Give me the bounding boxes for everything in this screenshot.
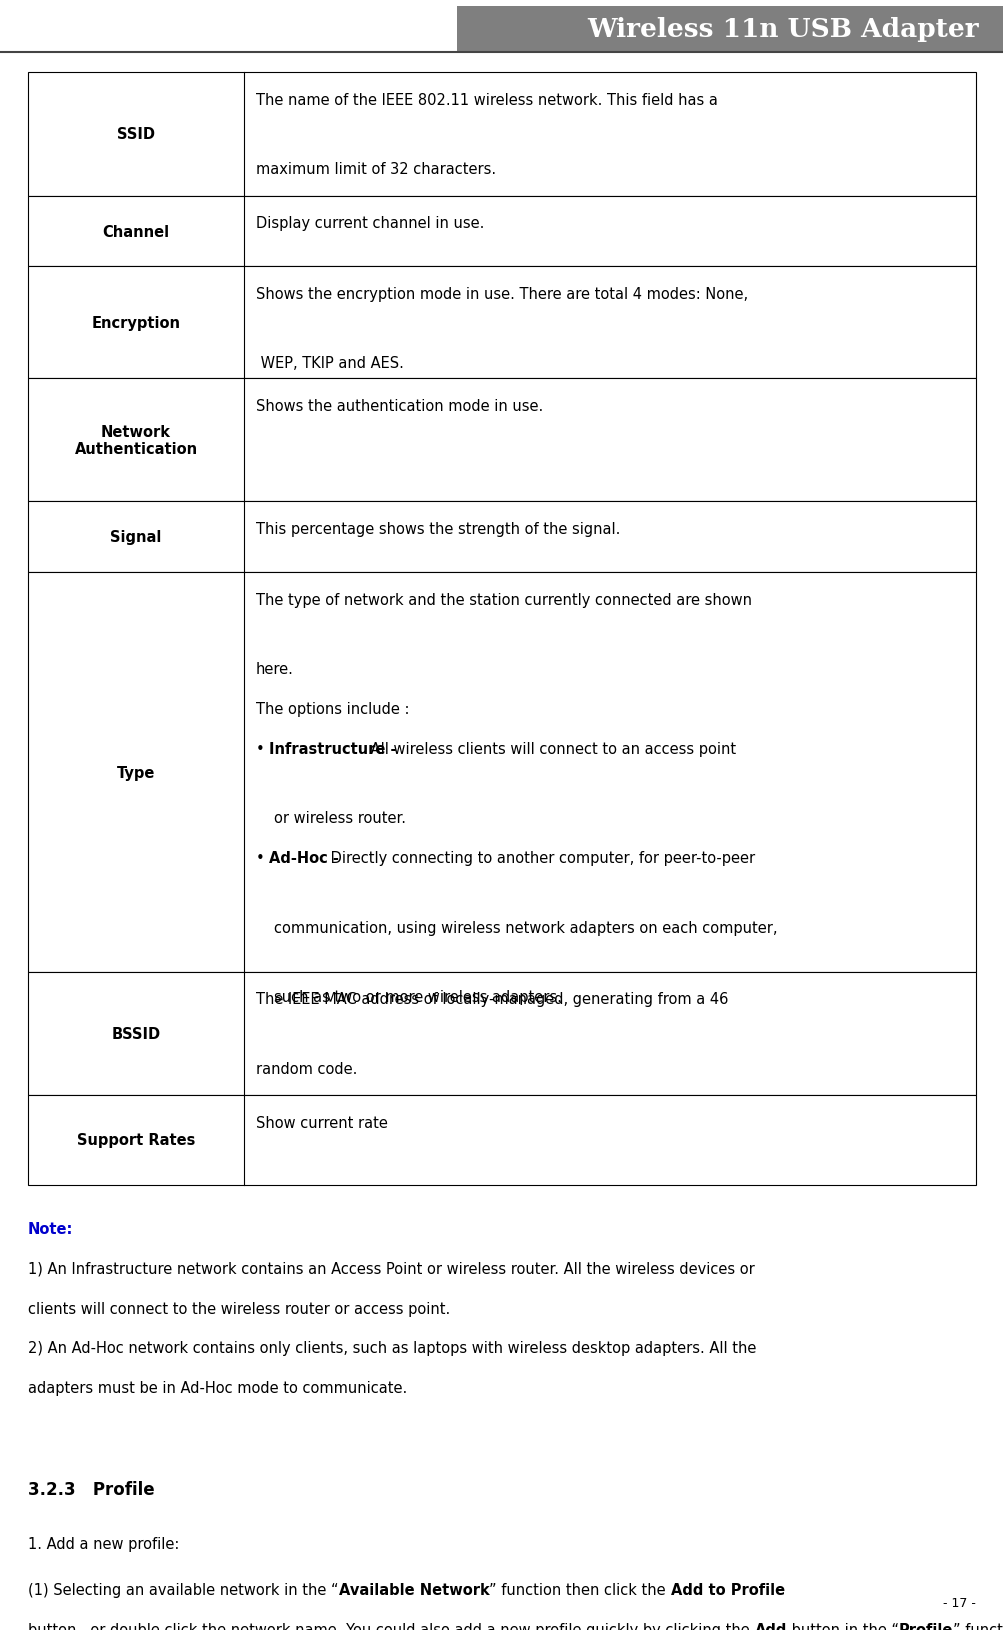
Text: BSSID: BSSID (111, 1027, 160, 1042)
Bar (28, 197, 975, 267)
Text: Support Rates: Support Rates (77, 1133, 195, 1148)
Text: Ad-Hoc -: Ad-Hoc - (269, 851, 339, 866)
Text: ” function then click the: ” function then click the (488, 1583, 670, 1597)
Text: ” function.: ” function. (952, 1622, 1003, 1630)
Bar (456, 7, 1003, 52)
Text: 3.2.3   Profile: 3.2.3 Profile (28, 1480, 154, 1498)
Text: maximum limit of 32 characters.: maximum limit of 32 characters. (256, 163, 495, 178)
Text: The IEEE MAC address of locally-managed, generating from a 46: The IEEE MAC address of locally-managed,… (256, 991, 727, 1007)
Text: Available Network: Available Network (338, 1583, 488, 1597)
Bar (28, 502, 975, 574)
Bar (28, 1095, 975, 1185)
Text: here.: here. (256, 662, 294, 676)
Text: Type: Type (116, 764, 155, 781)
Text: (1) Selecting an available network in the “: (1) Selecting an available network in th… (28, 1583, 338, 1597)
Text: 2) An Ad-Hoc network contains only clients, such as laptops with wireless deskto: 2) An Ad-Hoc network contains only clien… (28, 1340, 755, 1356)
Text: Display current channel in use.: Display current channel in use. (256, 217, 483, 231)
Text: The name of the IEEE 802.11 wireless network. This field has a: The name of the IEEE 802.11 wireless net… (256, 93, 717, 108)
Text: Directly connecting to another computer, for peer-to-peer: Directly connecting to another computer,… (326, 851, 754, 866)
Text: 1) An Infrastructure network contains an Access Point or wireless router. All th: 1) An Infrastructure network contains an… (28, 1262, 754, 1276)
Text: Channel: Channel (102, 225, 170, 240)
Text: Add: Add (753, 1622, 786, 1630)
Bar (28, 971, 975, 1095)
Text: button in the “: button in the “ (786, 1622, 898, 1630)
Text: clients will connect to the wireless router or access point.: clients will connect to the wireless rou… (28, 1301, 450, 1315)
Text: button., or double click the network name. You could also add a new profile quic: button., or double click the network nam… (28, 1622, 753, 1630)
Text: SSID: SSID (117, 127, 154, 142)
Text: Note:: Note: (28, 1221, 73, 1236)
Bar (28, 73, 975, 197)
Text: 1. Add a new profile:: 1. Add a new profile: (28, 1537, 180, 1552)
Bar (28, 267, 975, 380)
Text: Profile: Profile (898, 1622, 952, 1630)
Text: Add to Profile: Add to Profile (670, 1583, 784, 1597)
Text: such as two or more wireless adapters.: such as two or more wireless adapters. (274, 989, 562, 1004)
Text: The options include :: The options include : (256, 701, 409, 717)
Text: The type of network and the station currently connected are shown: The type of network and the station curr… (256, 593, 751, 608)
Text: random code.: random code. (256, 1061, 357, 1076)
Text: WEP, TKIP and AES.: WEP, TKIP and AES. (256, 357, 403, 372)
Text: All wireless clients will connect to an access point: All wireless clients will connect to an … (366, 742, 736, 756)
Text: Encryption: Encryption (91, 316, 181, 331)
Text: Network
Authentication: Network Authentication (74, 424, 198, 456)
Text: •: • (256, 851, 269, 866)
Text: Signal: Signal (110, 530, 161, 544)
Text: or wireless router.: or wireless router. (274, 810, 405, 826)
Text: Show current rate: Show current rate (256, 1115, 387, 1130)
Text: communication, using wireless network adapters on each computer,: communication, using wireless network ad… (274, 919, 776, 936)
Text: adapters must be in Ad-Hoc mode to communicate.: adapters must be in Ad-Hoc mode to commu… (28, 1381, 407, 1395)
Bar (28, 380, 975, 502)
Text: •: • (256, 742, 269, 756)
Text: Shows the encryption mode in use. There are total 4 modes: None,: Shows the encryption mode in use. There … (256, 287, 747, 302)
Bar (28, 574, 975, 971)
Text: This percentage shows the strength of the signal.: This percentage shows the strength of th… (256, 522, 620, 536)
Text: Shows the authentication mode in use.: Shows the authentication mode in use. (256, 399, 543, 414)
Text: Infrastructure -: Infrastructure - (269, 742, 396, 756)
Text: Wireless 11n USB Adapter: Wireless 11n USB Adapter (587, 18, 978, 42)
Text: - 17 -: - 17 - (942, 1596, 975, 1609)
